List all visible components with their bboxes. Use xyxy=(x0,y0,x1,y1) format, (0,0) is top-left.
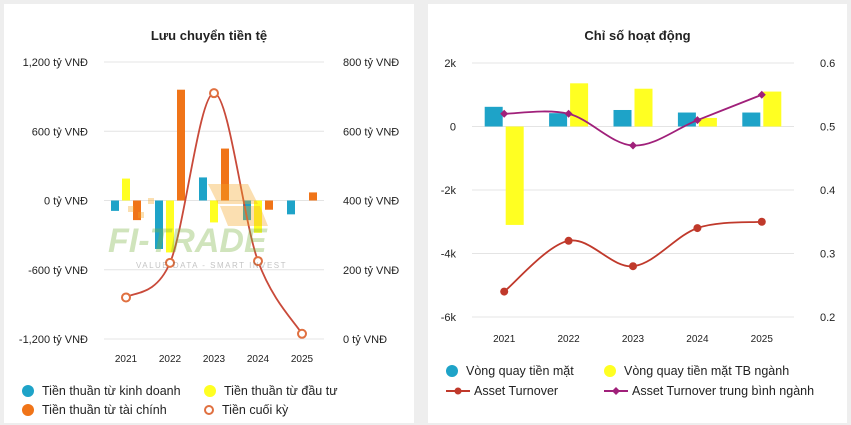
activity-y-right-tick: 0.5 xyxy=(820,122,835,134)
cash-flow-y-right-tick: 600 tỷ VNĐ xyxy=(343,126,399,138)
cash-flow-bar xyxy=(210,200,218,223)
activity-line-point xyxy=(500,287,509,296)
activity-y-right-tick: 0.4 xyxy=(820,185,835,197)
cash-flow-x-tick: 2022 xyxy=(159,354,182,365)
legend-item-asset-turnover-industry[interactable]: Asset Turnover trung bình ngành xyxy=(604,384,814,398)
legend-label: Vòng quay tiền mặt xyxy=(466,364,574,378)
activity-bar xyxy=(484,106,503,127)
activity-bar xyxy=(505,126,524,225)
activity-bar xyxy=(763,91,782,127)
activity-y-right-tick: 0.2 xyxy=(820,312,835,324)
activity-bar xyxy=(613,109,632,127)
activity-ratio-panel: Chỉ số hoạt động 2k 0 -2k -4k -6k 0.6 0.5 0.4 0.… xyxy=(428,4,847,423)
cash-flow-title: Lưu chuyển tiền tệ xyxy=(150,28,268,43)
legend-swatch xyxy=(22,385,34,397)
activity-line-point xyxy=(564,236,573,245)
cash-flow-line-point xyxy=(253,256,263,267)
activity-bar xyxy=(634,88,653,127)
activity-y-right-tick: 0.3 xyxy=(820,249,835,261)
legend-label: Asset Turnover trung bình ngành xyxy=(632,384,815,398)
cash-flow-bar xyxy=(166,200,174,253)
cash-flow-y-left-tick: 600 tỷ VNĐ xyxy=(32,126,88,138)
legend-item-financing[interactable]: Tiền thuần từ tài chính xyxy=(22,403,167,417)
activity-line-point xyxy=(693,224,702,233)
activity-line-point xyxy=(629,141,637,150)
legend-item-asset-turnover[interactable]: Asset Turnover xyxy=(446,384,558,398)
activity-x-tick: 2023 xyxy=(622,334,645,345)
cash-flow-x-tick: 2023 xyxy=(203,354,226,365)
activity-line-point xyxy=(757,217,766,226)
cash-flow-line-point xyxy=(297,328,307,339)
activity-line-point xyxy=(564,109,573,118)
cash-flow-x-tick: 2025 xyxy=(291,354,314,365)
cash-flow-y-left-tick: -600 tỷ VNĐ xyxy=(28,265,88,277)
activity-ratio-title: Chỉ số hoạt động xyxy=(584,28,691,43)
activity-x-tick: 2021 xyxy=(493,334,516,345)
cash-flow-y-right-tick: 400 tỷ VNĐ xyxy=(343,196,399,208)
cash-flow-panel: Lưu chuyển tiền tệ 1,200 tỷ VNĐ 600 tỷ VN… xyxy=(4,4,414,423)
cash-flow-bar xyxy=(177,89,185,201)
activity-line-point xyxy=(500,109,509,118)
legend-label: Vòng quay tiền mặt TB ngành xyxy=(624,364,790,378)
cash-flow-y-right-tick: 800 tỷ VNĐ xyxy=(343,57,399,69)
cash-flow-y-right-tick: 0 tỷ VNĐ xyxy=(343,334,387,346)
legend-item-ending-cash[interactable]: Tiền cuối kỳ xyxy=(204,403,288,417)
activity-line-point xyxy=(629,262,637,271)
legend-label: Tiền thuần từ kinh doanh xyxy=(42,384,181,398)
legend-swatch xyxy=(446,365,458,377)
activity-y-left-tick: -6k xyxy=(441,312,457,324)
activity-x-tick: 2022 xyxy=(557,334,580,345)
legend-swatch xyxy=(446,387,470,395)
legend-item-operating[interactable]: Tiền thuần từ kinh doanh xyxy=(22,384,181,398)
legend-label: Asset Turnover xyxy=(474,384,559,398)
cash-flow-bar xyxy=(111,200,119,211)
cash-flow-bar xyxy=(133,200,141,221)
cash-flow-x-tick: 2024 xyxy=(247,354,270,365)
activity-ratio-legend: Vòng quay tiền mặt Vòng quay tiền mặt TB… xyxy=(428,4,847,423)
legend-item-cash-turnover[interactable]: Vòng quay tiền mặt xyxy=(446,364,574,378)
activity-y-left-tick: -2k xyxy=(441,185,457,197)
cash-flow-chart: 1,200 tỷ VNĐ 600 tỷ VNĐ 0 tỷ VNĐ -600 tỷ VN… xyxy=(19,57,399,365)
cash-flow-bar xyxy=(199,177,207,201)
cash-flow-y-left-tick: -1,200 tỷ VNĐ xyxy=(19,334,88,346)
cash-flow-bar xyxy=(243,200,251,221)
cash-flow-line-point xyxy=(209,88,219,99)
activity-y-left-tick: 2k xyxy=(444,58,456,70)
activity-y-left-tick: -4k xyxy=(441,249,457,261)
activity-x-tick: 2025 xyxy=(751,334,774,345)
legend-swatch xyxy=(604,365,616,377)
legend-swatch xyxy=(22,404,34,416)
legend-swatch xyxy=(604,387,628,395)
legend-swatch xyxy=(204,385,216,397)
cash-flow-bar xyxy=(287,200,295,215)
legend-swatch xyxy=(204,405,214,415)
activity-bar xyxy=(549,113,568,127)
cash-flow-bar xyxy=(309,192,317,201)
cash-flow-y-left-tick: 1,200 tỷ VNĐ xyxy=(23,57,88,69)
activity-y-right-tick: 0.6 xyxy=(820,58,835,70)
legend-item-cash-turnover-industry[interactable]: Vòng quay tiền mặt TB ngành xyxy=(604,364,789,378)
activity-bar xyxy=(742,112,761,127)
activity-bar xyxy=(698,117,717,127)
cash-flow-bar xyxy=(265,200,273,210)
cash-flow-y-right-tick: 200 tỷ VNĐ xyxy=(343,265,399,277)
legend-item-investing[interactable]: Tiền thuần từ đầu tư xyxy=(204,384,338,398)
cash-flow-bar xyxy=(221,148,229,201)
activity-ratio-chart: 2k 0 -2k -4k -6k 0.6 0.5 0.4 0.3 0.2 2021 2022 2023 2… xyxy=(441,58,836,345)
cash-flow-legend: Tiền thuần từ kinh doanh Tiền thuần từ đ… xyxy=(4,4,414,423)
cash-flow-bar xyxy=(122,178,130,201)
legend-label: Tiền cuối kỳ xyxy=(222,403,289,417)
cash-flow-x-tick: 2021 xyxy=(115,354,138,365)
legend-label: Tiền thuần từ tài chính xyxy=(42,403,167,417)
activity-y-left-tick: 0 xyxy=(450,122,456,134)
legend-label: Tiền thuần từ đầu tư xyxy=(224,384,338,398)
cash-flow-line-point xyxy=(165,257,175,268)
cash-flow-bar xyxy=(155,200,163,249)
cash-flow-line-point xyxy=(121,292,131,303)
activity-line-point xyxy=(757,90,766,99)
activity-x-tick: 2024 xyxy=(686,334,709,345)
cash-flow-y-left-tick: 0 tỷ VNĐ xyxy=(44,196,88,208)
cash-flow-bar xyxy=(254,200,262,233)
activity-line-point xyxy=(693,116,702,125)
